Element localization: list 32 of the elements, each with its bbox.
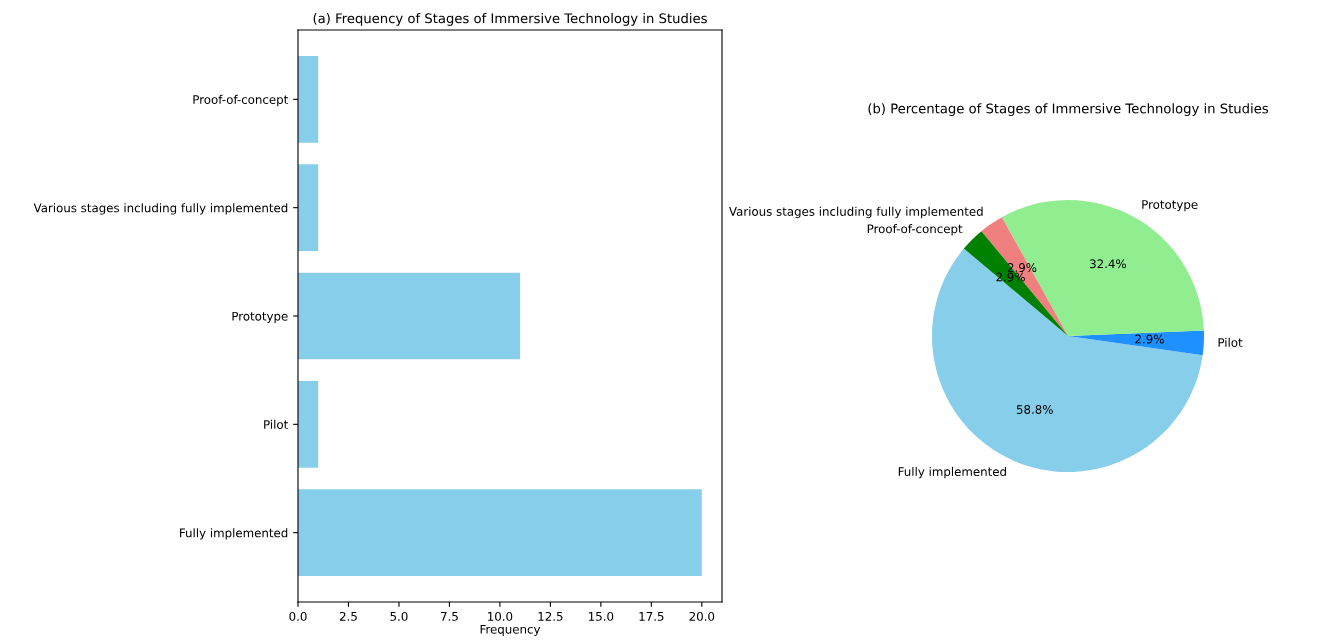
slice-label: Various stages including fully implemented (729, 206, 983, 219)
x-tick-label: 0.0 (289, 611, 307, 621)
data-label: 32.4% (1090, 259, 1127, 269)
bar (298, 381, 319, 468)
bar (298, 164, 319, 251)
y-tick-label: Various stages including fully implemented (33, 203, 288, 215)
y-tick-label: Prototype (232, 311, 288, 323)
bar (298, 56, 319, 143)
y-tick-label: Pilot (264, 419, 288, 429)
x-tick-label: 5.0 (390, 611, 408, 621)
chart-title: (b) Percentage of Stages of Immersive Technology in Studies (868, 103, 1269, 116)
slice-label: Pilot (1218, 337, 1243, 347)
x-tick-label: 2.5 (339, 611, 357, 621)
slice-label: Proof-of-concept (867, 224, 963, 236)
pie-slice (963, 231, 1068, 336)
bar (298, 489, 702, 576)
x-axis-title: Frequency (480, 624, 541, 636)
x-tick-label: 10.0 (488, 611, 513, 621)
x-tick-label: 12.5 (538, 611, 563, 621)
slice-label: Fully implemented (898, 466, 1006, 479)
data-label: 58.8% (1016, 405, 1053, 414)
x-tick-label: 7.5 (441, 612, 458, 621)
x-tick-label: 20.0 (689, 611, 715, 621)
slice-label: Prototype (1142, 200, 1198, 212)
x-tick-label: 15.0 (589, 611, 614, 621)
y-tick-label: Fully implemented (180, 528, 288, 540)
data-label: 2.9% (1135, 334, 1164, 344)
y-tick-label: Proof-of-concept (193, 94, 288, 107)
bar (298, 272, 521, 360)
chart-title: (a) Frequency of Stages of Immersive Technology in Studies (313, 13, 707, 26)
pie-slice (981, 217, 1068, 336)
x-tick-label: 17.5 (639, 612, 664, 621)
